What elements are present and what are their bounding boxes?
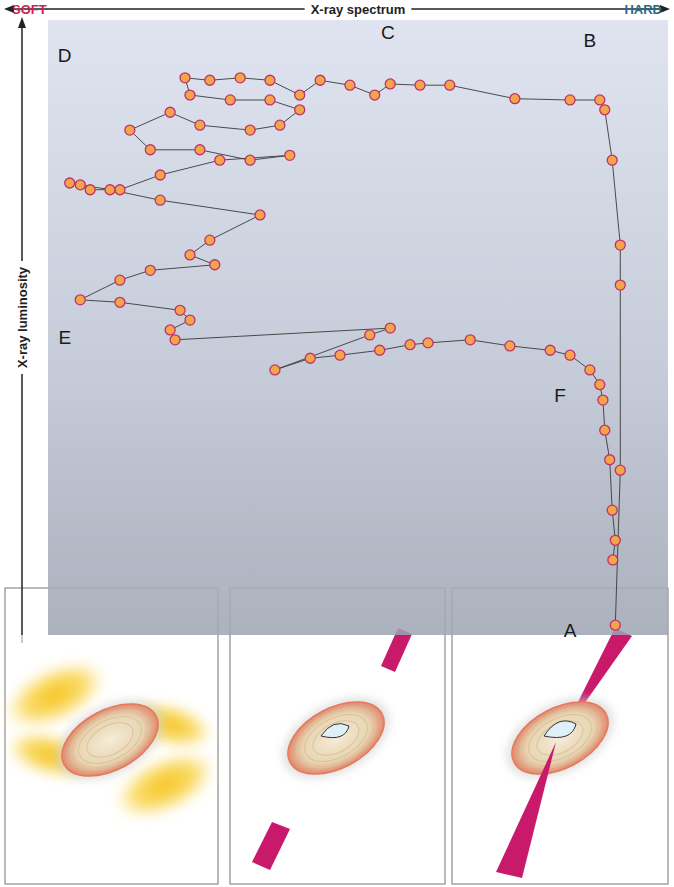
y-axis-line [21, 20, 23, 261]
data-point [180, 73, 190, 83]
data-point [115, 297, 125, 307]
data-point [195, 120, 205, 130]
data-point [175, 305, 185, 315]
data-point [125, 125, 135, 135]
data-point [295, 90, 305, 100]
data-point [165, 325, 175, 335]
data-point [185, 315, 195, 325]
data-point [607, 155, 617, 165]
y-axis-line [21, 374, 23, 635]
data-point [610, 620, 620, 630]
state-label: E [58, 327, 71, 348]
y-axis-extension [21, 635, 23, 643]
data-point [235, 73, 245, 83]
annotations: A B C D E F [58, 22, 596, 641]
data-point [210, 260, 220, 270]
data-point [423, 338, 433, 348]
data-point [405, 340, 415, 350]
track-line [70, 78, 621, 625]
data-point [375, 345, 385, 355]
chart: X-ray spectrum SOFT HARD X-ray luminosity A B… [0, 0, 674, 887]
data-point [305, 353, 315, 363]
data-point [545, 345, 555, 355]
state-label: B [584, 30, 597, 51]
data-point [600, 425, 610, 435]
data-point [115, 275, 125, 285]
data-point [295, 105, 305, 115]
data-point [615, 465, 625, 475]
data-point [215, 155, 225, 165]
data-point [265, 75, 275, 85]
data-point [465, 335, 475, 345]
data-point [195, 145, 205, 155]
data-point [608, 555, 618, 565]
data-point [185, 250, 195, 260]
data-point [155, 170, 165, 180]
data-point [600, 105, 610, 115]
data-point [345, 80, 355, 90]
data-point [165, 107, 175, 117]
data-point [185, 90, 195, 100]
data-point [270, 365, 280, 375]
data-point [605, 455, 615, 465]
y-axis-title: X-ray luminosity [15, 266, 30, 368]
data-point [595, 95, 605, 105]
x-end-label: HARD [624, 2, 662, 17]
data-point [565, 350, 575, 360]
data-point [285, 150, 295, 160]
data-point [245, 155, 255, 165]
data-point [265, 95, 275, 105]
data-point [585, 365, 595, 375]
data-point [505, 341, 515, 351]
data-point [615, 240, 625, 250]
data-point [385, 323, 395, 333]
data-point [255, 210, 265, 220]
data-point [315, 75, 325, 85]
data-point [510, 94, 520, 104]
x-axis-title: X-ray spectrum [311, 2, 406, 17]
data-point [205, 75, 215, 85]
x-end-label: SOFT [12, 2, 47, 17]
data-point [610, 535, 620, 545]
data-point [65, 178, 75, 188]
x-axis-line [8, 8, 305, 10]
state-label: C [381, 22, 395, 43]
data-point [607, 505, 617, 515]
data-point [370, 90, 380, 100]
data-point [335, 350, 345, 360]
data-point [85, 185, 95, 195]
state-label: F [554, 385, 566, 406]
data-point [245, 125, 255, 135]
x-axis: X-ray spectrum SOFT HARD [4, 1, 670, 18]
data-point [75, 295, 85, 305]
arrowhead [18, 17, 26, 28]
data-point [170, 335, 180, 345]
y-axis: X-ray luminosity [15, 17, 30, 643]
data-point [145, 145, 155, 155]
plot-background [48, 20, 668, 635]
data-point [415, 80, 425, 90]
data-point [115, 185, 125, 195]
data-point [205, 235, 215, 245]
data-point [105, 185, 115, 195]
data-point [275, 120, 285, 130]
data-point [565, 95, 575, 105]
marks [65, 73, 626, 630]
data-point [615, 280, 625, 290]
data-point [365, 330, 375, 340]
data-point [145, 265, 155, 275]
data-point [598, 395, 608, 405]
data-point [445, 80, 455, 90]
data-point [75, 180, 85, 190]
data-point [225, 95, 235, 105]
state-label: D [58, 45, 72, 66]
data-point [385, 79, 395, 89]
state-label: A [564, 620, 577, 641]
data-point [155, 195, 165, 205]
data-point [595, 380, 605, 390]
